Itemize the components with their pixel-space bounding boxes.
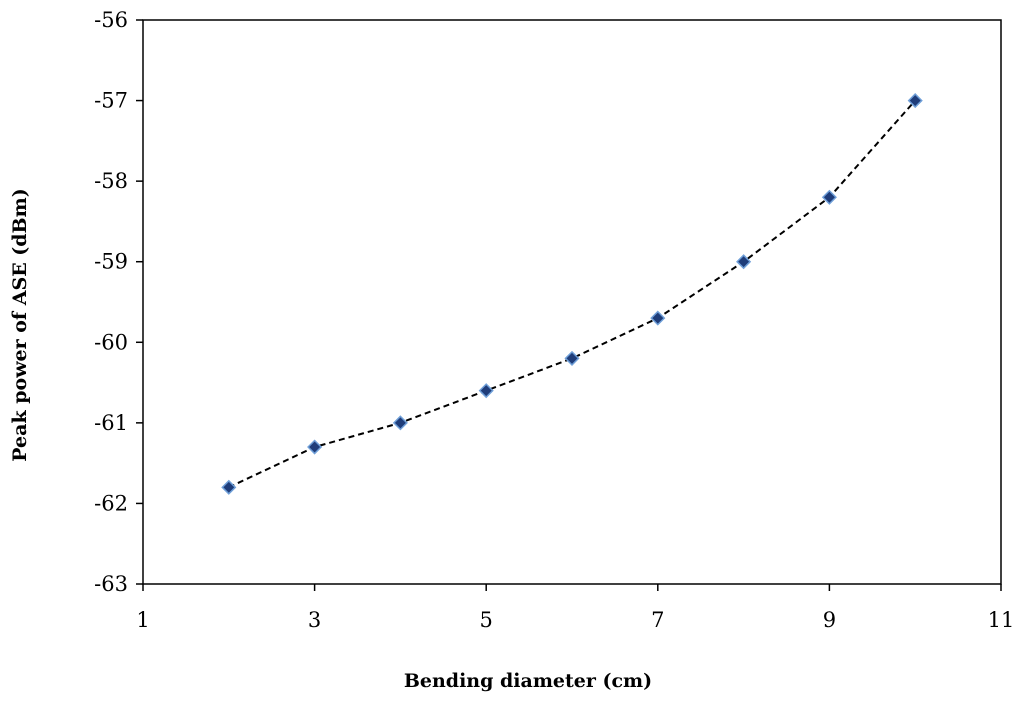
data-point-marker [221,479,237,495]
y-tick-label: -63 [94,572,128,596]
data-point-marker [564,350,580,366]
y-tick-label: -59 [94,250,128,274]
x-tick-label: 3 [308,608,321,632]
y-tick-label: -58 [94,169,128,193]
y-tick-label: -60 [94,330,128,354]
y-tick-label: -62 [94,491,128,515]
data-point-marker [392,415,408,431]
series-line [228,99,916,489]
data-point-marker [478,383,494,399]
x-axis-ticks: 1 3 5 7 9 11 [136,584,1014,632]
data-point-marker [307,439,323,455]
data-point-marker [907,93,923,109]
y-axis-title: Peak power of ASE (dBm) [9,188,31,461]
plot-area [142,19,1002,585]
x-tick-label: 11 [988,608,1015,632]
data-point-marker [821,189,837,205]
data-point-marker [650,310,666,326]
x-tick-label: 5 [480,608,493,632]
y-tick-label: -57 [94,89,128,113]
x-tick-label: 7 [651,608,664,632]
data-point-marker [736,254,752,270]
y-axis-ticks: -63 -62 -61 -60 -59 -58 -57 -56 [94,8,143,596]
x-tick-label: 9 [823,608,836,632]
y-tick-label: -61 [94,411,128,435]
x-tick-label: 1 [136,608,149,632]
y-tick-label: -56 [94,8,128,32]
x-axis-title: Bending diameter (cm) [404,670,652,692]
series-layer [221,93,923,495]
